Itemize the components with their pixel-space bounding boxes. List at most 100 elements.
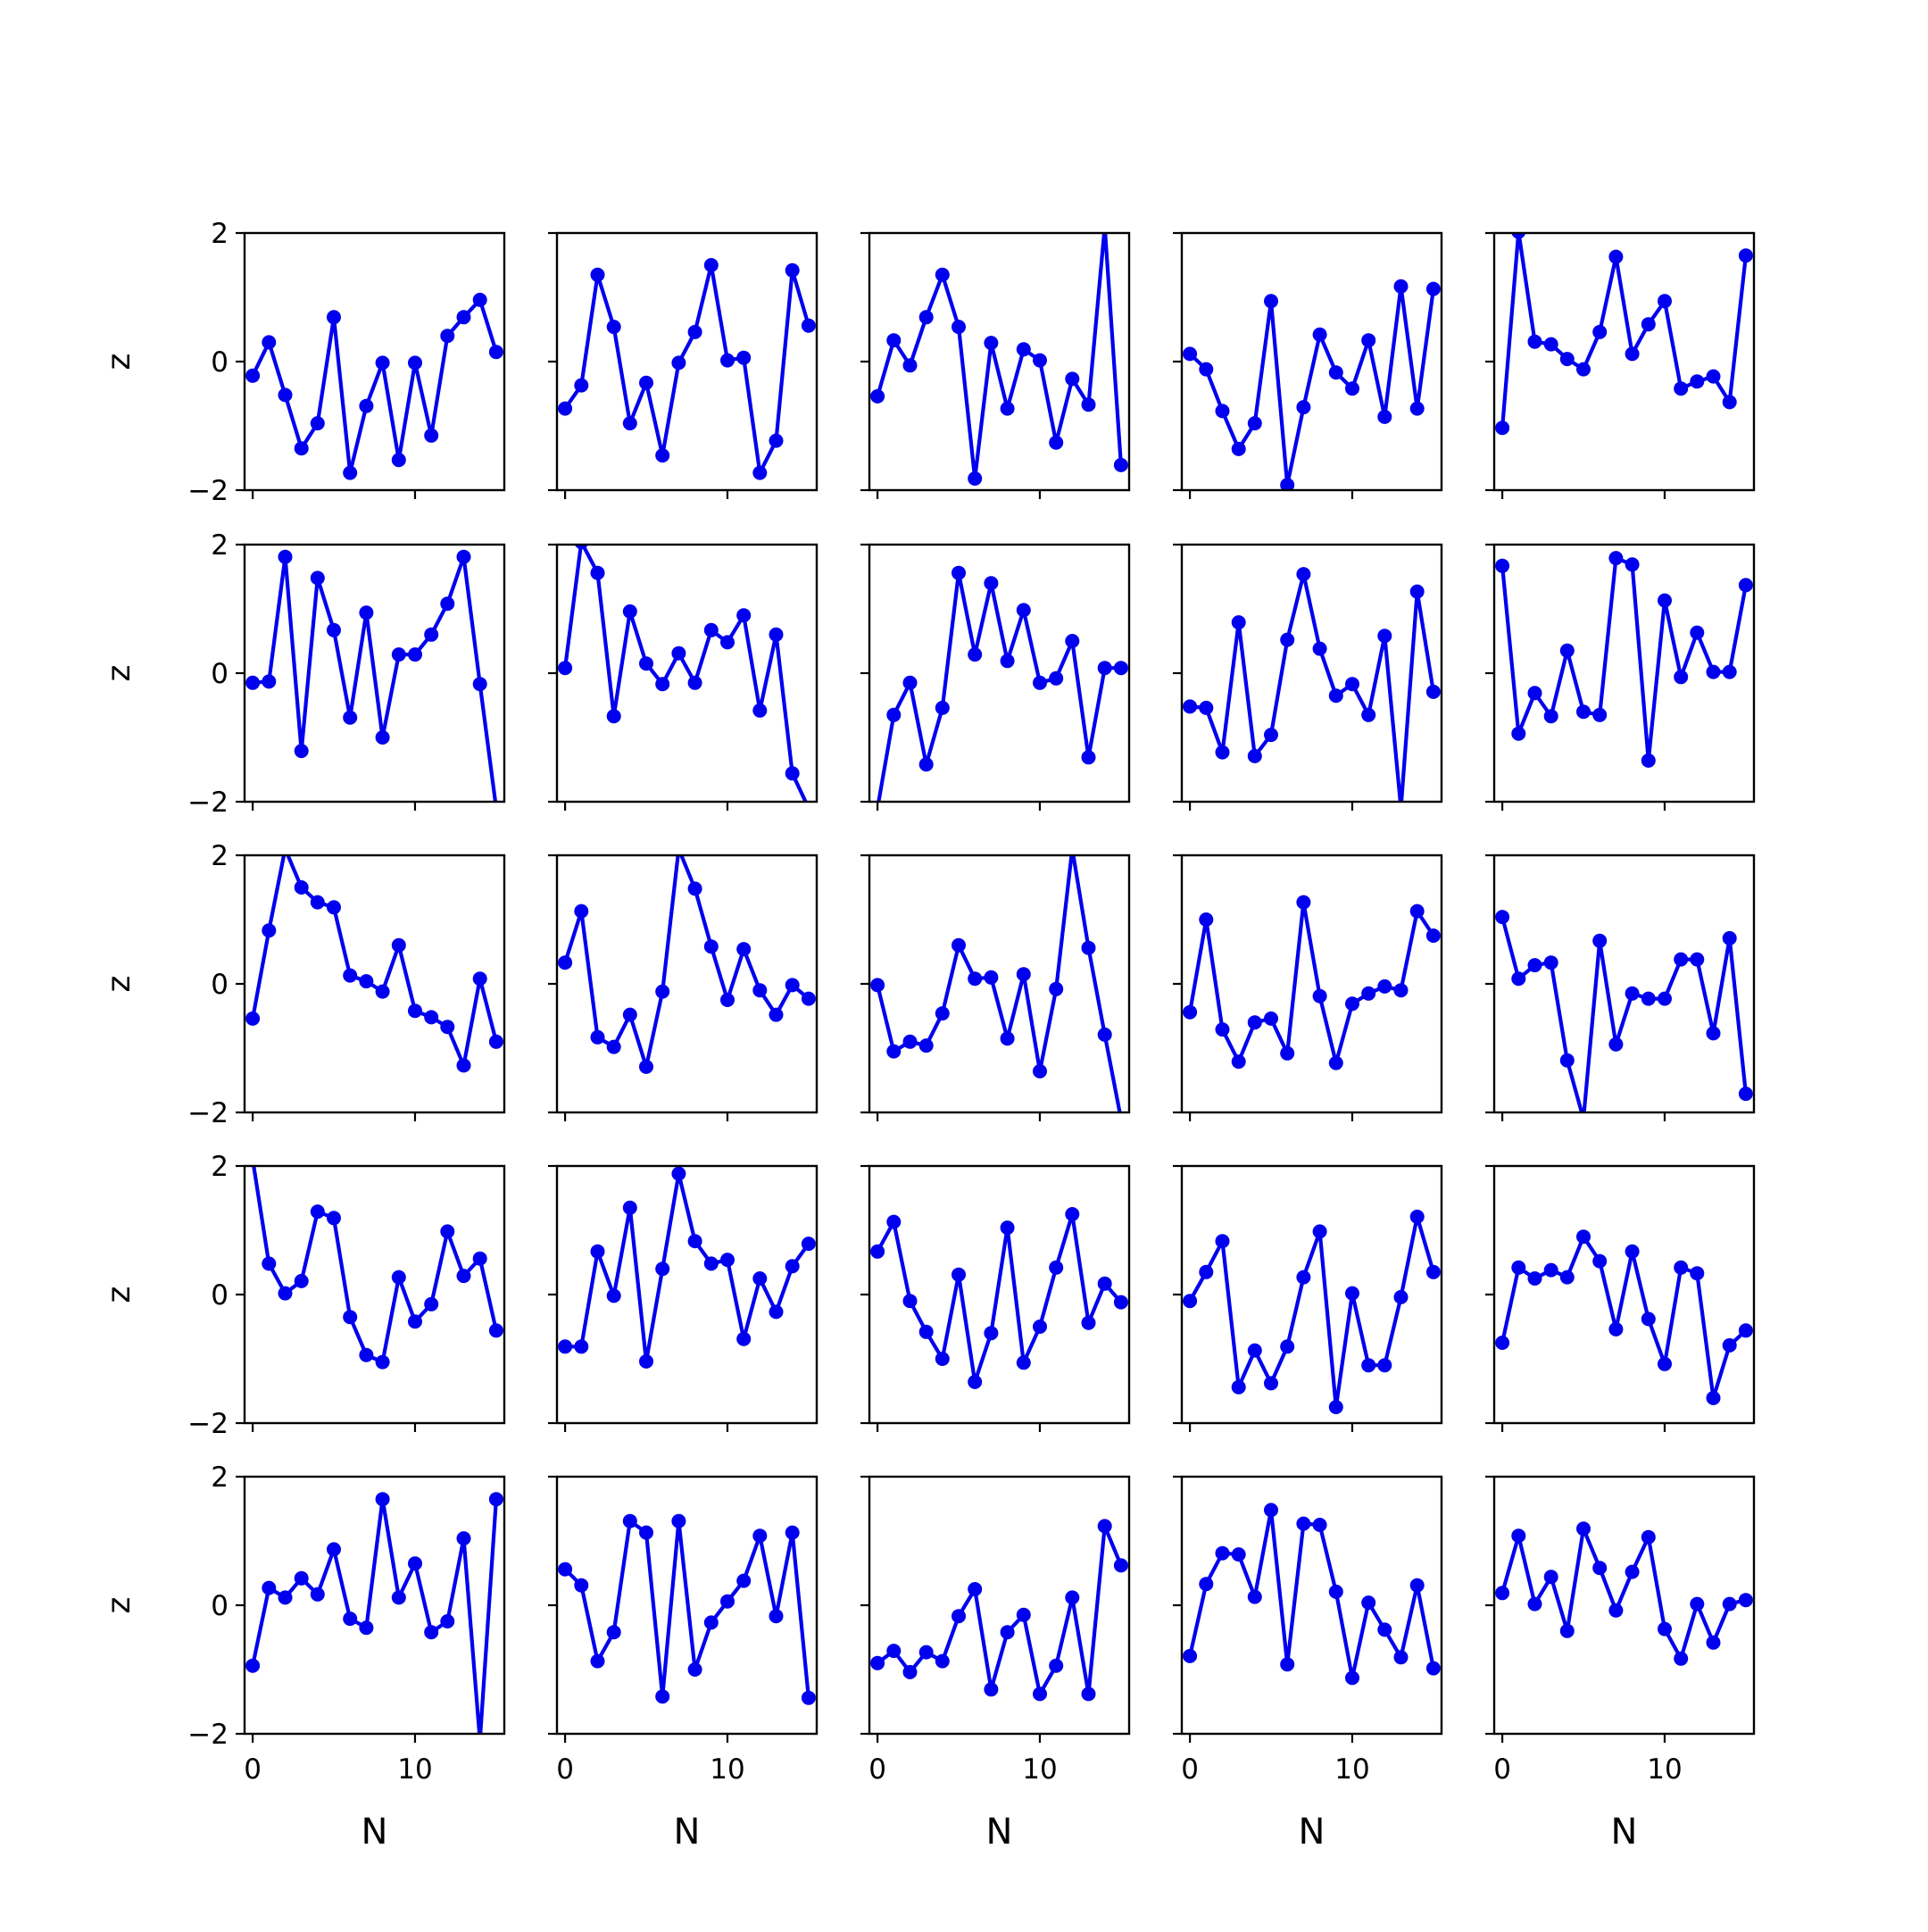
data-point xyxy=(327,1542,341,1557)
data-point xyxy=(590,1653,605,1669)
data-point xyxy=(1425,684,1441,699)
data-point xyxy=(1658,1356,1672,1371)
data-point xyxy=(1049,1658,1064,1673)
data-point xyxy=(752,1271,768,1286)
data-point xyxy=(278,549,293,564)
data-point xyxy=(472,1251,487,1266)
data-point xyxy=(1625,1244,1640,1259)
data-point xyxy=(472,677,487,692)
data-point xyxy=(1296,895,1311,910)
data-point xyxy=(801,1690,816,1705)
data-point xyxy=(1559,1270,1575,1285)
data-point xyxy=(769,627,784,642)
data-point xyxy=(1183,346,1198,362)
x-tick-label: 0 xyxy=(1493,1753,1511,1786)
data-point xyxy=(1065,1207,1080,1221)
data-point xyxy=(1738,578,1753,593)
data-point xyxy=(1280,1339,1295,1354)
data-point xyxy=(408,355,422,371)
y-tick-label: 2 xyxy=(211,1461,229,1494)
data-point xyxy=(1361,986,1376,1001)
data-point xyxy=(262,1580,277,1595)
data-point xyxy=(918,1645,934,1660)
series-line xyxy=(1500,555,1749,763)
data-point xyxy=(440,1020,455,1035)
data-point xyxy=(590,1244,605,1259)
data-point xyxy=(1328,1400,1343,1414)
data-point xyxy=(294,880,309,895)
y-tick-label: 0 xyxy=(211,969,229,1001)
data-point xyxy=(408,1556,422,1571)
panel-r1-c2 xyxy=(860,543,1131,811)
series-line xyxy=(1187,900,1436,1065)
data-point xyxy=(1722,395,1737,410)
data-point xyxy=(1722,1596,1737,1611)
data-point xyxy=(1345,381,1359,396)
data-point xyxy=(488,1034,503,1049)
data-point xyxy=(1706,1390,1721,1405)
data-point xyxy=(1393,983,1409,998)
data-point xyxy=(1706,664,1721,679)
data-point xyxy=(1328,365,1343,380)
data-point xyxy=(801,318,816,333)
data-point xyxy=(310,895,325,910)
data-point xyxy=(1409,1209,1425,1224)
series-group xyxy=(558,855,816,1074)
data-point xyxy=(1592,1561,1608,1576)
data-point xyxy=(1280,478,1295,490)
data-point xyxy=(918,1324,934,1339)
data-point xyxy=(1559,1053,1575,1068)
data-point xyxy=(558,401,573,416)
data-point xyxy=(902,1034,918,1049)
data-point xyxy=(703,622,719,637)
data-point xyxy=(1296,1270,1311,1285)
data-point xyxy=(1312,327,1327,342)
data-point xyxy=(769,1304,784,1320)
data-point xyxy=(1608,1603,1624,1618)
series-group xyxy=(870,855,1125,1112)
data-point xyxy=(1183,1004,1198,1020)
data-point xyxy=(1199,1264,1214,1279)
data-point xyxy=(1068,855,1076,856)
series-group xyxy=(874,565,1128,802)
series-group xyxy=(245,549,500,802)
data-point xyxy=(1247,748,1262,763)
panel-r4-c1: 0 10 N xyxy=(548,1475,819,1853)
data-point xyxy=(1000,1220,1015,1236)
data-point xyxy=(1016,342,1031,357)
series-group xyxy=(1495,551,1753,768)
data-point xyxy=(687,1234,702,1249)
data-point xyxy=(1511,726,1526,741)
data-point xyxy=(1706,1635,1721,1650)
data-point xyxy=(574,545,588,550)
data-point xyxy=(984,1682,999,1697)
data-point xyxy=(1425,1661,1441,1676)
data-point xyxy=(1592,933,1608,948)
data-point xyxy=(785,1259,800,1274)
data-point xyxy=(1361,707,1376,722)
data-point xyxy=(639,1525,653,1540)
data-point xyxy=(1113,1295,1128,1310)
data-point xyxy=(1495,421,1510,436)
panel-r4-c0: −2 0 2 0 10 z N xyxy=(101,1461,506,1853)
data-point xyxy=(1033,353,1047,368)
data-point xyxy=(245,1011,261,1026)
data-point xyxy=(968,1374,983,1389)
y-tick-label: −2 xyxy=(187,1097,229,1129)
y-tick-label: 0 xyxy=(211,1590,229,1622)
data-point xyxy=(801,991,816,1006)
data-point xyxy=(1527,334,1542,349)
data-point xyxy=(736,608,752,623)
data-point xyxy=(1425,281,1441,296)
data-point xyxy=(622,1007,637,1022)
data-point xyxy=(952,937,966,953)
data-point xyxy=(1722,664,1737,679)
panel-r3-c2 xyxy=(860,1164,1131,1432)
data-point xyxy=(720,353,735,368)
data-point xyxy=(424,1296,439,1312)
panel-r2-c3 xyxy=(1173,854,1443,1121)
data-point xyxy=(1016,1607,1031,1622)
panel-r3-c0: −2 0 2 z xyxy=(101,1151,506,1440)
series-line xyxy=(1500,1235,1749,1401)
panel-r1-c0: −2 0 2 z xyxy=(101,529,506,819)
